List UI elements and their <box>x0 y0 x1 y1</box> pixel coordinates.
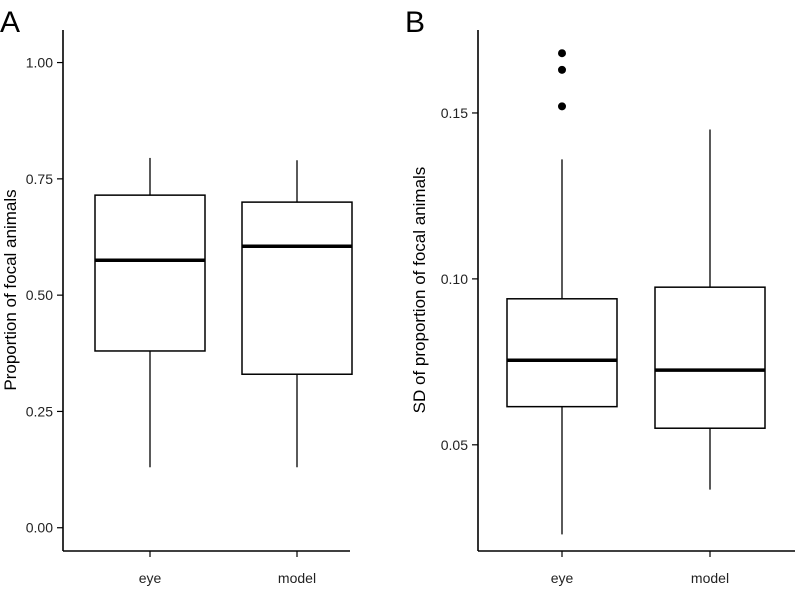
panel-a-y-ticks: 0.00 0.25 0.50 0.75 1.00 <box>26 55 63 536</box>
panel-b-letter: B <box>405 6 425 39</box>
box-model <box>654 129 766 490</box>
iqr-box <box>506 298 618 408</box>
y-tick-label: 0.00 <box>26 520 53 536</box>
y-tick-label: 0.10 <box>441 271 468 287</box>
panel-a-y-axis-title: Proportion of focal animals <box>1 189 20 390</box>
panel-b-boxes <box>506 49 766 535</box>
iqr-box <box>654 286 766 429</box>
y-tick-label: 0.15 <box>441 105 468 121</box>
y-tick-label: 0.05 <box>441 437 468 453</box>
box-model <box>241 160 353 468</box>
iqr-box <box>241 201 353 375</box>
box-eye <box>94 157 206 468</box>
y-tick-label: 0.25 <box>26 403 53 419</box>
panel-b-y-ticks: 0.05 0.10 0.15 <box>441 105 478 453</box>
x-tick-label-model: model <box>278 570 316 586</box>
panel-a-letter: A <box>0 6 20 39</box>
iqr-box <box>94 194 206 352</box>
y-tick-label: 0.75 <box>26 171 53 187</box>
outlier-point <box>558 49 566 58</box>
outlier-point <box>558 102 566 111</box>
panel-a-x-ticks: eye model <box>139 551 316 586</box>
x-tick-label-model: model <box>691 570 729 586</box>
panel-b-x-ticks: eye model <box>551 551 729 586</box>
panel-b-y-axis-title: SD of proportion of focal animals <box>410 167 429 414</box>
y-tick-label: 1.00 <box>26 55 53 71</box>
outlier-point <box>558 65 566 74</box>
panel-a-boxes <box>94 157 353 468</box>
x-tick-label-eye: eye <box>551 570 574 586</box>
y-tick-label: 0.50 <box>26 287 53 303</box>
panel-b: B SD of proportion of focal animals 0.05… <box>405 6 795 586</box>
panel-a: A Proportion of focal animals 0.000.250.… <box>0 6 353 586</box>
box-eye <box>506 49 618 535</box>
x-tick-label-eye: eye <box>139 570 162 586</box>
